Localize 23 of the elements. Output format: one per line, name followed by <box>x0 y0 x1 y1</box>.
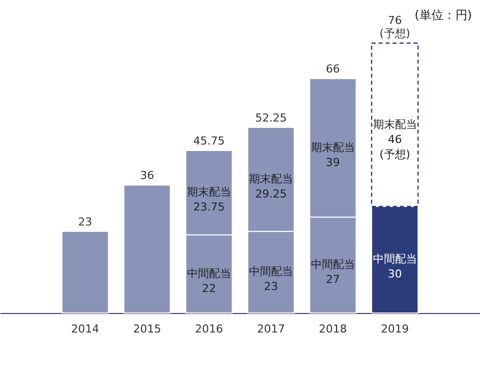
data-label: 中間配当 22 <box>187 266 232 295</box>
data-label: 中間配当 23 <box>248 265 293 294</box>
x-tick-label: 2016 <box>195 322 224 336</box>
data-label: 期末配当 46 (予想) <box>372 118 417 161</box>
data-label: 中間配当 30 <box>372 252 417 281</box>
x-tick-label: 2014 <box>71 322 100 336</box>
x-tick-label: 2018 <box>318 322 347 336</box>
total-label: 45.75 <box>193 134 225 148</box>
total-label: 36 <box>140 169 154 182</box>
x-tick-label: 2017 <box>256 322 285 336</box>
total-label: 76 (予想) <box>380 14 410 40</box>
text: (単位：円) <box>414 8 472 22</box>
data-label: 期末配当 23.75 <box>187 186 232 214</box>
total-label: 66 <box>326 62 340 76</box>
bar <box>61 230 109 314</box>
x-tick-label: 2019 <box>380 322 409 336</box>
data-label: 期末配当 29.25 <box>248 172 293 200</box>
data-label: 期末配当 39 <box>310 140 355 169</box>
x-tick-label: 2015 <box>133 322 162 336</box>
data-label: 中間配当 27 <box>310 258 355 286</box>
total-label: 52.25 <box>255 111 287 124</box>
bar <box>123 184 171 314</box>
total-label: 23 <box>78 215 92 228</box>
